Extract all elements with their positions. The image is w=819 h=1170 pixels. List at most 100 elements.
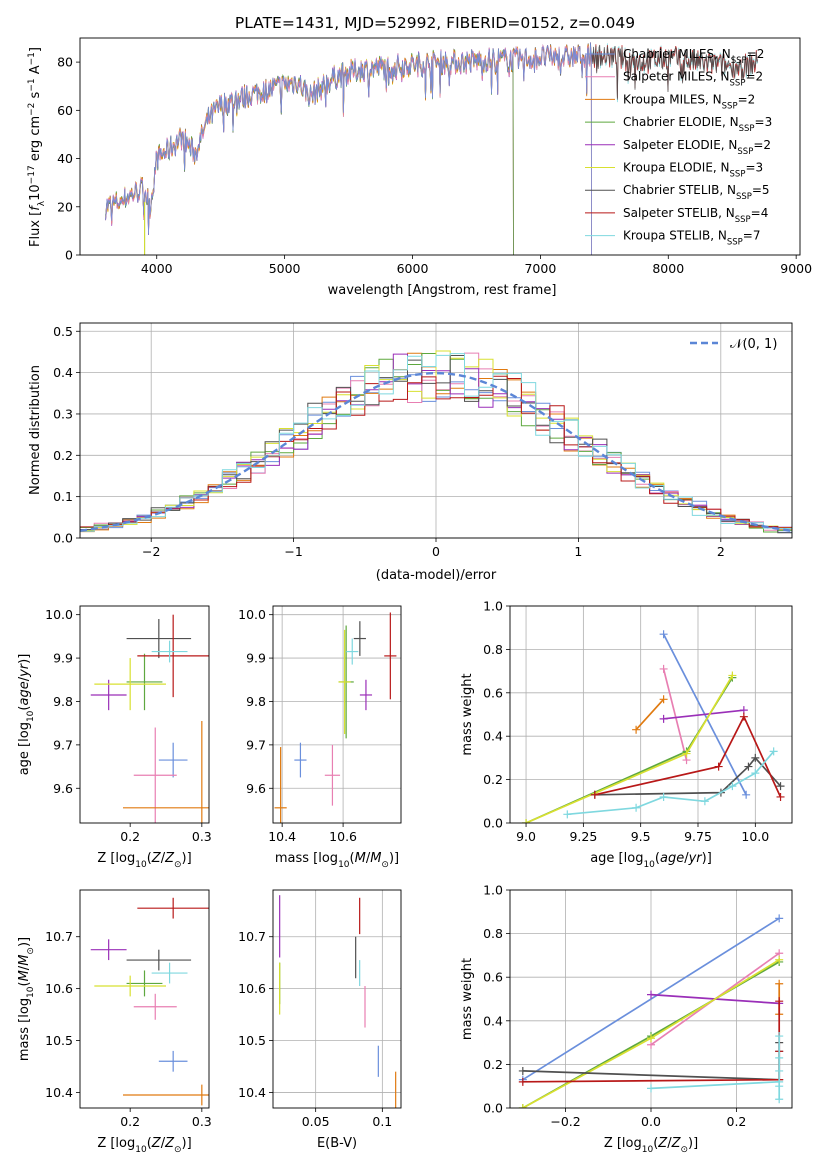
mass-weight-vs-age-marker [739,712,748,721]
normal-curve [80,371,792,532]
mass-weight-vs-age-grid [510,605,792,824]
residuals-xtick-label: 1 [574,544,582,559]
age-vs-Z-ylabel: age [log10(age/yr)] [17,654,36,776]
residuals-legend-label: 𝒩(0, 1) [730,337,777,352]
mass-weight-vs-age-ytick-label: 0.8 [483,642,503,657]
mass-weight-vs-age-marker [700,797,709,806]
mass-vs-Z-ylabel: mass [log10(M/M⊙)] [17,937,36,1061]
mass-weight-vs-age-xtick-label: 9.0 [516,829,536,844]
residuals-xtick-label: 0 [432,544,440,559]
spectrum-xlabel: wavelength [Angstrom, rest frame] [328,283,557,298]
mass-weight-vs-Z-ylabel: mass weight [460,958,475,1040]
age-vs-mass-ytick-label: 9.6 [246,781,266,796]
mass-weight-vs-age-marker [682,749,691,758]
residuals-xlabel: (data-model)/error [376,568,497,583]
mass-weight-vs-Z-xlabel: Z [log10(Z/Z⊙)] [604,1136,698,1155]
age-vs-Z-xtick-label: 0.2 [120,829,140,844]
residuals-xtick-label: 2 [717,544,725,559]
residuals-ytick-label: 0.2 [53,448,73,463]
age-vs-Z-plot-area [90,614,209,823]
mass-vs-Z-axes: 0.2 0.3 10.4 10.5 10.6 10.7 Z [log10(Z/Z⊙)] mas… [17,889,212,1155]
mass-weight-vs-Z-marker [647,1084,655,1093]
mass-weight-vs-age-marker [776,792,785,801]
age-vs-mass-plot-area [274,612,397,823]
mass-weight-vs-age-line [594,714,782,798]
mass-vs-Z-xlabel: Z [log10(Z/Z⊙)] [97,1136,191,1155]
spectrum-xtick-label: 4000 [141,261,173,276]
residuals-xtick-label: −1 [284,544,302,559]
mass-weight-vs-age-marker [751,769,760,778]
spectrum-series-line [105,48,514,255]
mass-vs-Z-frame [79,889,210,1109]
mass-weight-vs-age-marker [659,630,668,639]
mass-weight-vs-age-frame [509,605,793,824]
mass-weight-vs-age-marker [728,782,737,791]
mass-vs-Z-panel: 0.2 0.3 10.4 10.5 10.6 10.7 Z [log10(Z/Z⊙)] mas… [17,889,212,1155]
mass-vs-Z-ytick-label: 10.5 [45,1033,73,1048]
mass-vs-EBV-grid [273,890,401,1108]
age-vs-mass-xtick-label: 10.6 [329,829,357,844]
spectrum-plot-area [105,42,759,255]
age-vs-mass-panel: 10.4 10.6 9.6 9.7 9.8 9.9 10.0 mass [log10(M/M⊙… [238,605,402,870]
spectrum-legend: Chabrier MILES, NSSP=2 Salpeter MILES, NS… [585,47,772,248]
spectrum-legend-label: Chabrier MILES, NSSP=2 [623,47,764,66]
residuals-xtick-label: −2 [142,544,160,559]
spectrum-ylabel: Flux [fλ10−17 erg cm−2 s−1 A−1] [27,47,47,247]
mass-weight-vs-Z-axes: −0.2 0.0 0.2 0.0 0.2 0.4 0.6 0.8 1.0 Z [log10(Z/Z… [460,883,793,1155]
mass-weight-vs-age-marker [563,810,572,819]
spectrum-series-line [105,49,514,255]
mass-weight-vs-age-marker [590,790,599,799]
residuals-plot-area [80,350,792,536]
mass-weight-vs-Z-line [522,917,780,1081]
mass-weight-vs-Z-plot-area [518,914,784,1108]
mass-vs-Z-ytick-label: 10.6 [45,981,73,996]
spectrum-axes: 4000 5000 6000 7000 8000 9000 0 20 40 60 80 Chabrie… [27,37,812,298]
age-vs-Z-ytick-label: 9.7 [53,737,73,752]
age-vs-mass-ytick-label: 9.8 [246,694,266,709]
mass-weight-vs-age-marker [632,803,641,812]
spectrum-series-line [105,43,592,255]
mass-weight-vs-Z-marker [518,1077,527,1086]
mass-weight-vs-age-marker [714,762,723,771]
residuals-panel: −2 −1 0 1 2 0.0 0.1 0.2 0.3 0.4 0.5 𝒩(0, 1) (data-mo… [28,322,793,583]
residuals-ytick-label: 0.5 [53,324,73,339]
age-vs-mass-xlabel: mass [log10(M/M⊙)] [275,851,399,870]
mass-weight-vs-Z-xtick-label: 0.2 [727,1114,747,1129]
age-vs-Z-frame [79,605,210,824]
spectrum-legend-label: Salpeter ELODIE, NSSP=2 [623,138,771,157]
residuals-ylabel: Normed distribution [28,365,43,495]
spectrum-legend-label: Kroupa ELODIE, NSSP=3 [623,161,763,180]
mass-weight-vs-Z-marker [775,1053,784,1062]
mass-weight-vs-Z-marker [518,1104,527,1108]
spectrum-ytick-label: 20 [57,199,73,214]
residual-hist-kroupa-stelib [80,353,792,535]
age-vs-mass-axes: 10.4 10.6 9.6 9.7 9.8 9.9 10.0 mass [log10(M/M⊙… [238,605,402,870]
figure-title: PLATE=1431, MJD=52992, FIBERID=0152, z=0… [235,14,635,32]
spectrum-ytick-label: 80 [57,55,73,70]
age-vs-mass-ytick-label: 9.9 [246,651,266,666]
mass-weight-vs-age-line [635,698,665,731]
mass-weight-vs-Z-ytick-label: 0.0 [483,1101,503,1116]
mass-weight-vs-age-xtick-label: 9.75 [684,829,712,844]
mass-weight-vs-Z-frame [509,889,793,1109]
mass-weight-vs-Z-ytick-label: 0.8 [483,926,503,941]
age-vs-mass-frame [272,605,402,824]
age-vs-Z-panel: 0.2 0.3 9.6 9.7 9.8 9.9 10.0 Z [log10(Z/Z⊙)] age… [17,605,212,870]
spectrum-xtick-label: 5000 [269,261,301,276]
mass-vs-EBV-axes: 0.05 0.1 10.4 10.5 10.6 10.7 E(B-V) [238,889,402,1151]
mass-weight-vs-Z-marker [775,997,784,1006]
mass-vs-EBV-ytick-label: 10.7 [238,929,266,944]
age-vs-Z-xlabel: Z [log10(Z/Z⊙)] [97,851,191,870]
mass-weight-vs-Z-marker [647,990,655,999]
mass-weight-vs-age-marker [769,747,778,756]
mass-weight-vs-age-marker [744,762,753,771]
mass-weight-vs-age-marker [751,753,760,762]
mass-vs-Z-plot-area [90,897,209,1106]
mass-weight-vs-age-panel: 9.0 9.25 9.5 9.75 10.0 0.0 0.2 0.4 0.6 0.8 1.0 age … [460,599,793,870]
mass-weight-vs-Z-panel: −0.2 0.0 0.2 0.0 0.2 0.4 0.6 0.8 1.0 Z [log10(Z/Z… [460,883,793,1155]
mass-weight-vs-age-marker [742,790,751,799]
mass-weight-vs-Z-ytick-label: 0.2 [483,1057,503,1072]
residuals-ytick-label: 0.1 [53,489,73,504]
residuals-ytick-label: 0.0 [53,531,73,546]
